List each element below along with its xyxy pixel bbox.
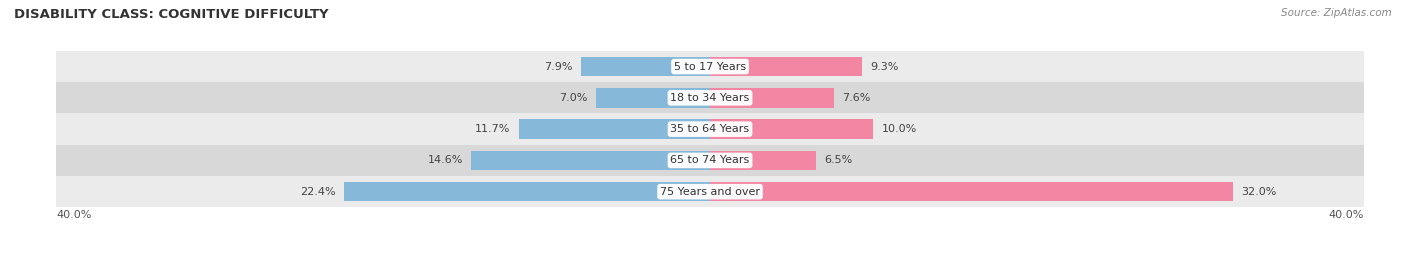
Bar [471, 151, 710, 170]
Text: 75 Years and over: 75 Years and over [659, 187, 761, 197]
Text: 22.4%: 22.4% [299, 187, 336, 197]
Bar [710, 151, 817, 170]
Text: 7.9%: 7.9% [544, 62, 572, 72]
Text: 40.0%: 40.0% [1329, 210, 1364, 220]
Bar [581, 57, 710, 76]
Text: 6.5%: 6.5% [824, 155, 852, 165]
Text: 65 to 74 Years: 65 to 74 Years [671, 155, 749, 165]
Bar [710, 182, 1233, 201]
Bar [56, 82, 1364, 114]
Bar [710, 119, 873, 139]
Text: 9.3%: 9.3% [870, 62, 898, 72]
Text: 7.6%: 7.6% [842, 93, 870, 103]
Bar [519, 119, 710, 139]
Bar [56, 51, 1364, 82]
Bar [56, 145, 1364, 176]
Bar [596, 88, 710, 108]
Bar [56, 176, 1364, 207]
Bar [710, 57, 862, 76]
Text: 14.6%: 14.6% [427, 155, 463, 165]
Text: 18 to 34 Years: 18 to 34 Years [671, 93, 749, 103]
Text: Source: ZipAtlas.com: Source: ZipAtlas.com [1281, 8, 1392, 18]
Text: 5 to 17 Years: 5 to 17 Years [673, 62, 747, 72]
Text: DISABILITY CLASS: COGNITIVE DIFFICULTY: DISABILITY CLASS: COGNITIVE DIFFICULTY [14, 8, 329, 21]
Bar [344, 182, 710, 201]
Text: 7.0%: 7.0% [560, 93, 588, 103]
Text: 35 to 64 Years: 35 to 64 Years [671, 124, 749, 134]
Text: 40.0%: 40.0% [56, 210, 91, 220]
Bar [710, 88, 834, 108]
Text: 32.0%: 32.0% [1241, 187, 1277, 197]
Text: 11.7%: 11.7% [475, 124, 510, 134]
Text: 10.0%: 10.0% [882, 124, 917, 134]
Bar [56, 114, 1364, 145]
